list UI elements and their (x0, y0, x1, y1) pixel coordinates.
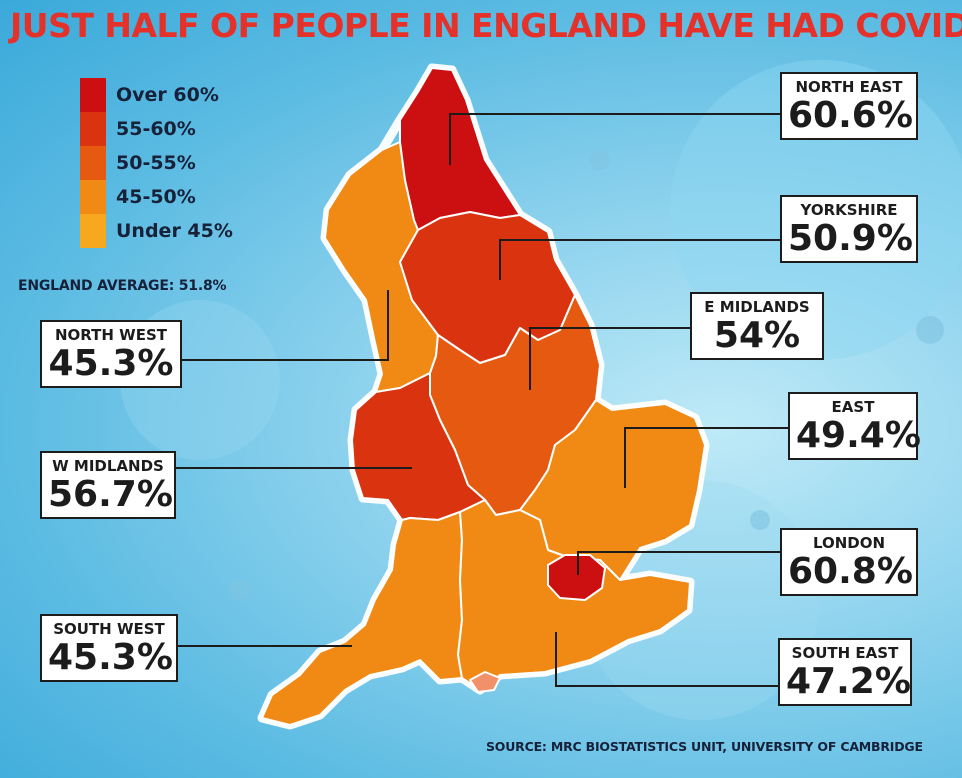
region-label-south-west: SOUTH WEST 45.3% (40, 614, 178, 682)
leader-line-london (577, 551, 780, 575)
legend-item: 50-55% (80, 146, 233, 180)
region-london (547, 554, 606, 601)
region-label-west-midlands: W MIDLANDS 56.7% (40, 451, 176, 519)
region-name: W MIDLANDS (52, 457, 164, 475)
region-value: 56.7% (48, 474, 173, 515)
leader-line-east-midlands (529, 327, 690, 390)
region-north-east (399, 67, 521, 231)
legend-item: 55-60% (80, 112, 233, 146)
region-label-london: LONDON 60.8% (780, 528, 918, 596)
region-label-east-midlands: E MIDLANDS 54% (690, 292, 824, 360)
region-value: 60.6% (788, 95, 913, 136)
region-name: EAST (831, 398, 875, 416)
region-label-north-west: NORTH WEST 45.3% (40, 320, 182, 388)
region-value: 45.3% (48, 343, 174, 384)
legend-swatch (80, 180, 106, 214)
region-name: YORKSHIRE (800, 201, 898, 219)
leader-line-east (624, 427, 788, 488)
legend-label: 45-50% (116, 186, 196, 208)
leader-line-yorkshire (499, 239, 780, 280)
region-name: LONDON (812, 534, 886, 552)
region-value: 50.9% (788, 218, 913, 259)
region-name: NORTH EAST (795, 78, 903, 96)
legend-swatch (80, 146, 106, 180)
region-name: E MIDLANDS (704, 298, 810, 316)
legend-item: 45-50% (80, 180, 233, 214)
legend-label: Over 60% (116, 84, 219, 106)
region-name: SOUTH EAST (791, 644, 899, 662)
legend-label: 55-60% (116, 118, 196, 140)
legend-item: Over 60% (80, 78, 233, 112)
legend-label: 50-55% (116, 152, 196, 174)
region-value: 54% (713, 315, 801, 356)
legend-swatch (80, 214, 106, 248)
region-label-north-east: NORTH EAST 60.6% (780, 72, 918, 140)
region-isle-of-wight (469, 671, 501, 693)
region-value: 45.3% (48, 637, 173, 678)
england-average: ENGLAND AVERAGE: 51.8% (18, 278, 227, 294)
region-value: 49.4% (796, 415, 921, 456)
legend-item: Under 45% (80, 214, 233, 248)
legend-swatch (80, 112, 106, 146)
legend: Over 60% 55-60% 50-55% 45-50% Under 45% (80, 78, 233, 248)
legend-swatch (80, 78, 106, 112)
region-value: 47.2% (786, 661, 911, 702)
legend-label: Under 45% (116, 220, 233, 242)
region-label-south-east: SOUTH EAST 47.2% (778, 638, 912, 706)
region-name: SOUTH WEST (53, 620, 165, 638)
source-credit: SOURCE: MRC BIOSTATISTICS UNIT, UNIVERSI… (486, 739, 923, 754)
region-label-yorkshire: YORKSHIRE 50.9% (780, 195, 918, 263)
page-title: JUST HALF OF PEOPLE IN ENGLAND HAVE HAD … (10, 6, 962, 45)
region-label-east: EAST 49.4% (788, 392, 921, 460)
region-name: NORTH WEST (54, 326, 168, 344)
leader-line-north-east (449, 113, 780, 165)
leader-line-north-west (182, 290, 389, 361)
region-value: 60.8% (788, 551, 913, 592)
region-south-west (261, 511, 463, 726)
leader-line-south-east (555, 632, 778, 687)
